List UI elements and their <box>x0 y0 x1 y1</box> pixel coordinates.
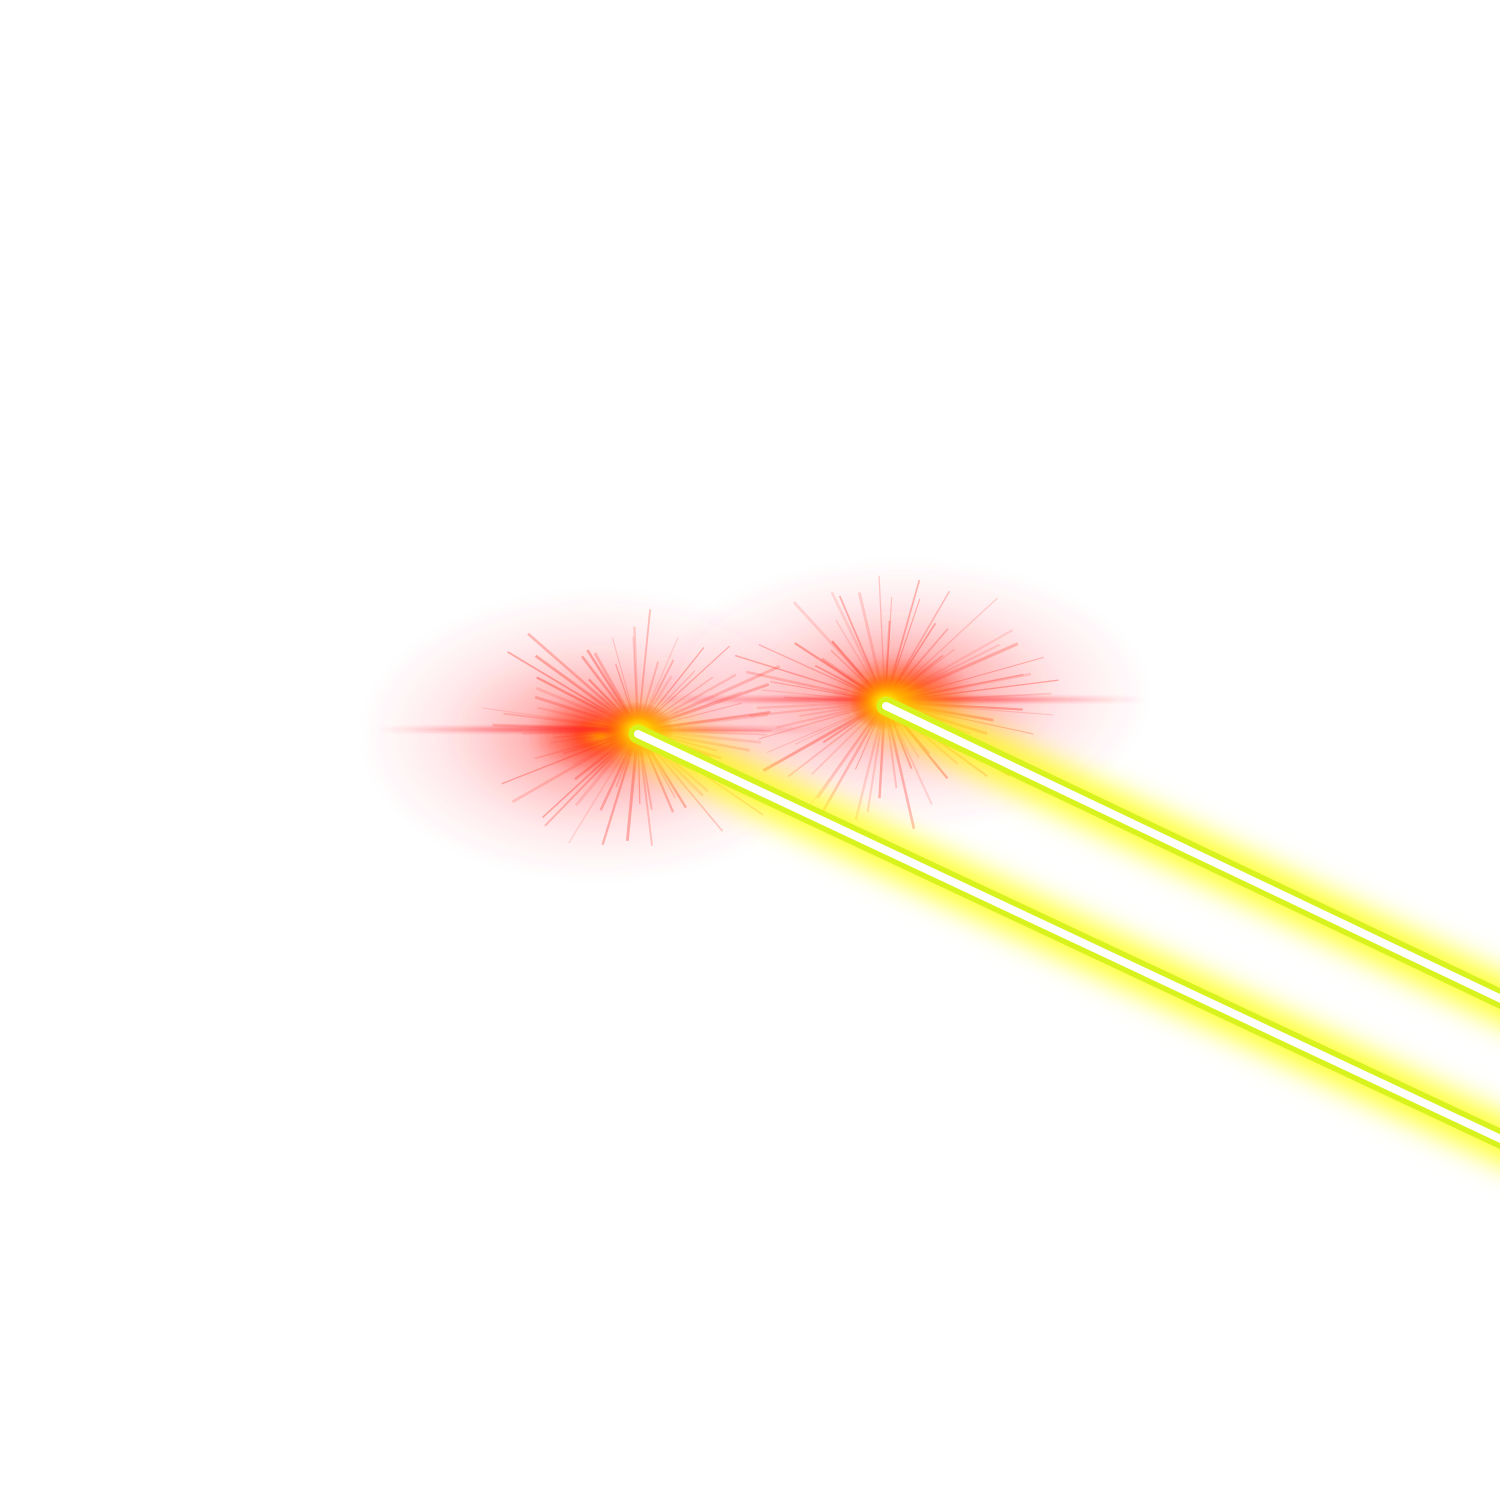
left-laser-beam <box>616 712 1500 1163</box>
right-laser-beam <box>864 684 1500 1023</box>
